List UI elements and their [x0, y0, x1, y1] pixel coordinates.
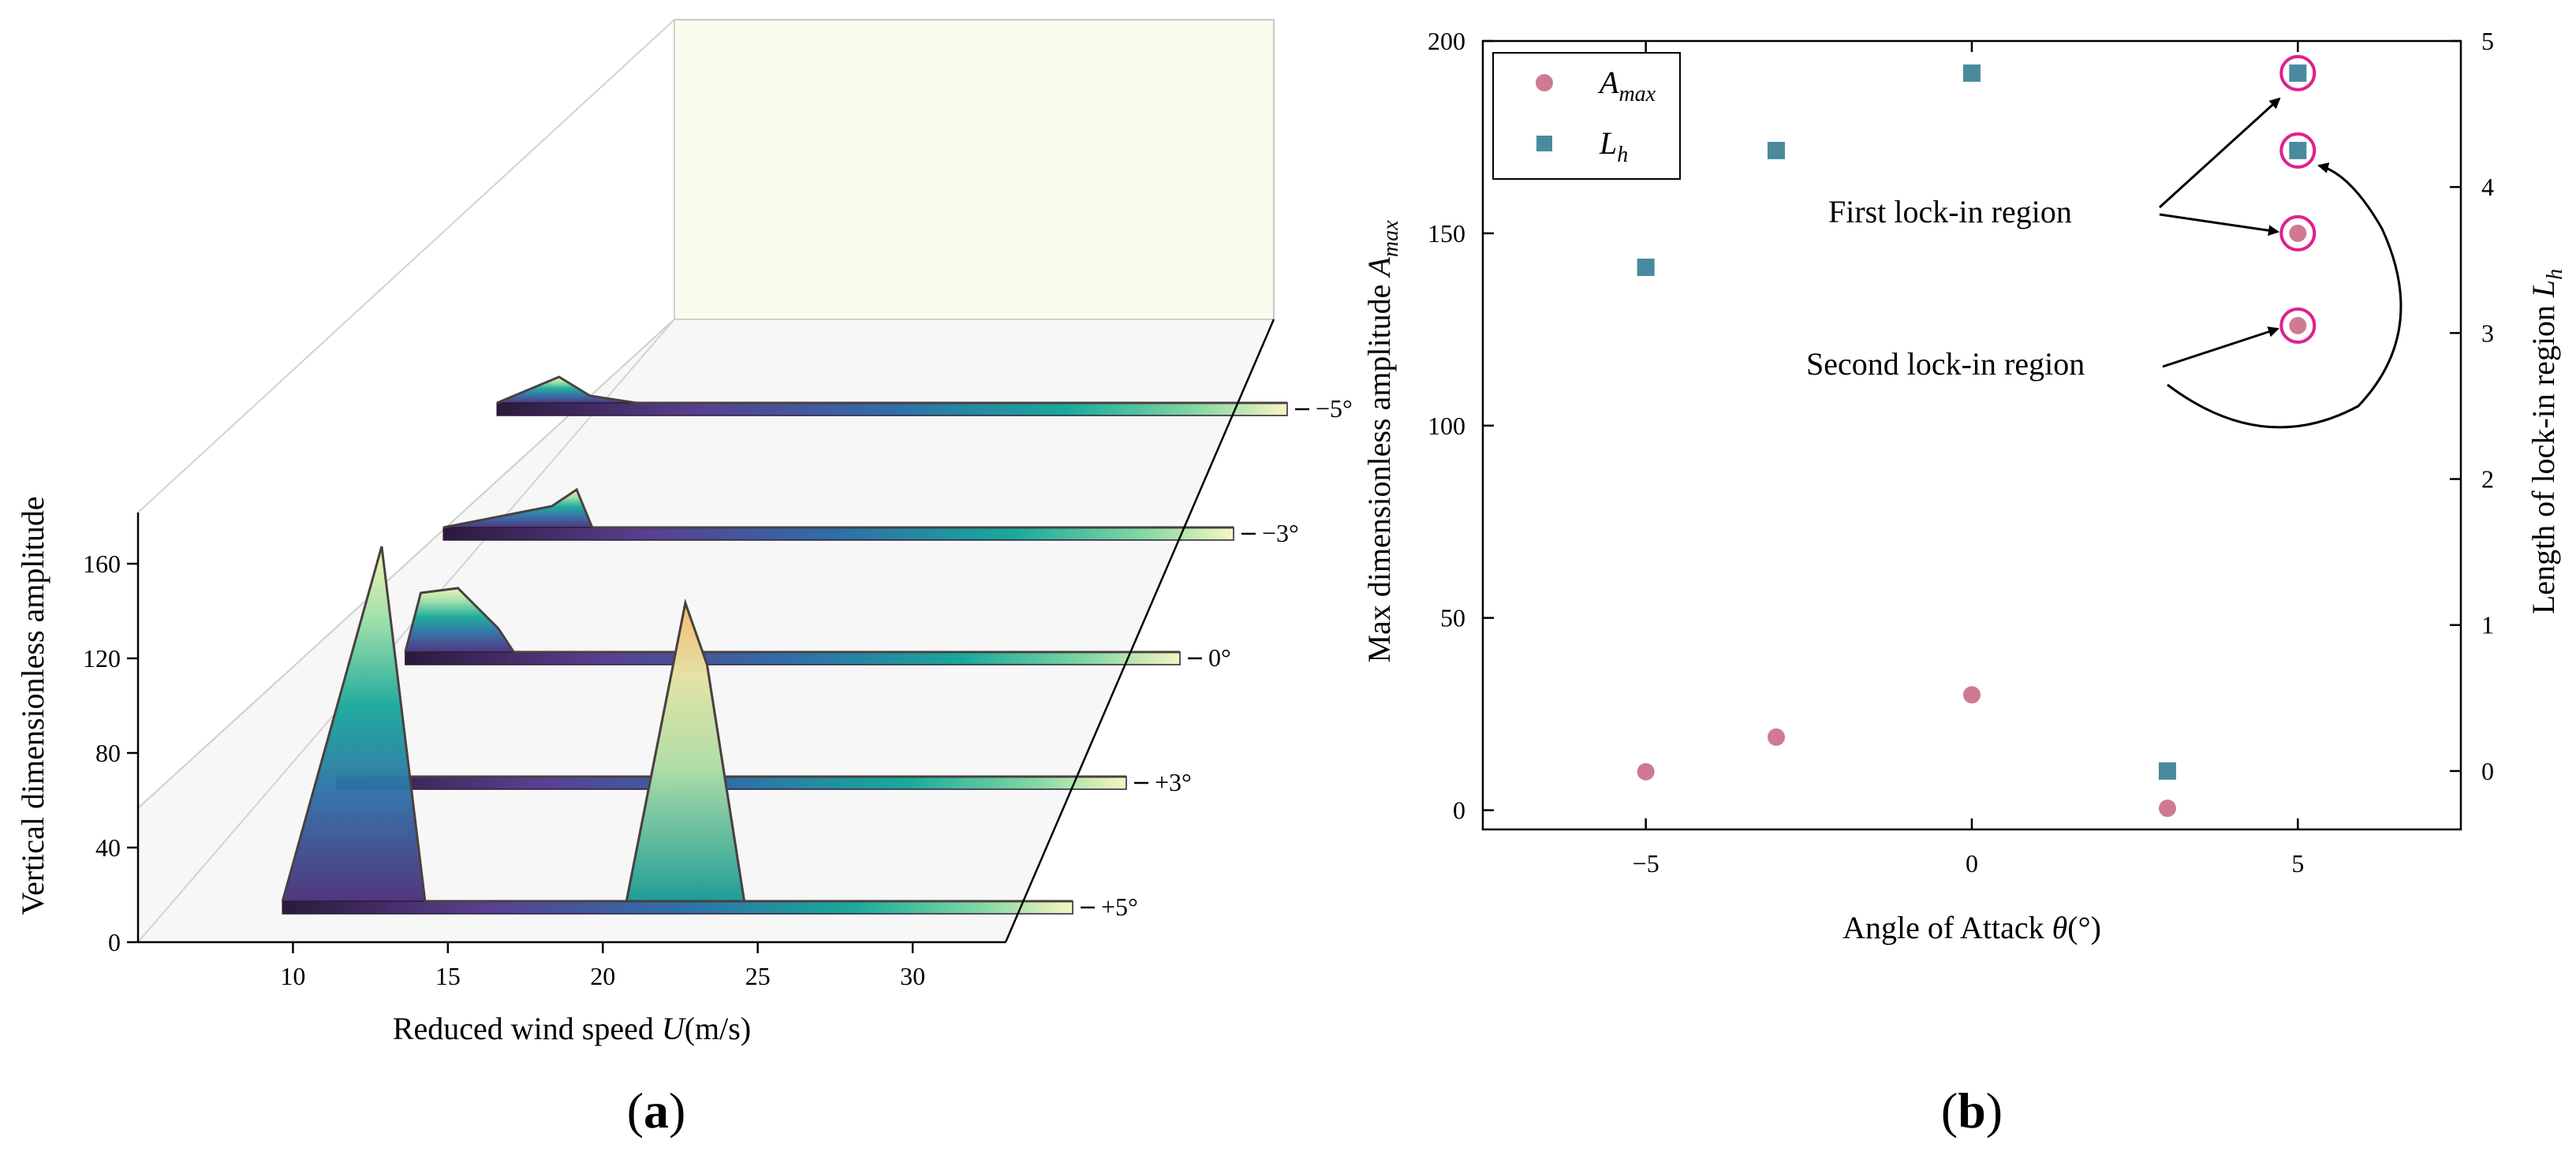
annotations: First lock-in region Second lock-in regi… [1806, 97, 2402, 429]
point-amax [2289, 224, 2307, 242]
panel-b-label: (b) [1941, 1083, 2003, 1139]
curve-5-ribbon [282, 900, 1073, 915]
curve-3-ribbon [335, 776, 1127, 790]
floor-left-edge [137, 319, 675, 943]
b-ylabel-right: Length of lock-in region Lh [2526, 269, 2567, 614]
point-lh [1637, 259, 1655, 277]
curve-5-fill [497, 377, 1287, 403]
legend: Amax Lh [1492, 52, 1681, 180]
point-lh [1963, 64, 1981, 82]
annotation-second-lock-in: Second lock-in region [1806, 346, 2085, 382]
depth-axis-line [1004, 319, 1275, 943]
legend-label-amax: Amax [1597, 65, 1656, 106]
curve-0-fill [405, 588, 1180, 652]
highlight-ring [2279, 307, 2317, 344]
b-y-right-tick-label: 1 [2481, 611, 2494, 639]
x-tick-label: 10 [280, 962, 305, 990]
highlight-ring [2279, 54, 2317, 91]
panel-a-label: (a) [627, 1083, 686, 1139]
point-amax [2289, 316, 2307, 334]
point-lh [2289, 64, 2307, 82]
curve-5-outline [496, 375, 1287, 404]
depth-ticks: −5° −3° 0° +3° +5° [1081, 394, 1353, 921]
b-xlabel: Angle of Attack θ(°) [1842, 910, 2101, 945]
arrow-second-to-lh [2167, 162, 2402, 429]
y-tick-label: 160 [83, 550, 121, 578]
y-tick-label: 0 [108, 928, 121, 956]
curve-3-ribbon [442, 527, 1234, 541]
depth-tick-label: −3° [1262, 519, 1299, 547]
y-tick-label: 120 [83, 644, 121, 673]
b-ylabel-left: Max dimensionless amplitude Amax [1361, 220, 1403, 663]
legend-box [1492, 52, 1681, 180]
x-tick-label: 20 [590, 962, 615, 990]
b-y-tick-label: 50 [1440, 604, 1465, 632]
point-amax [2159, 799, 2176, 818]
depth-tick-label: +3° [1155, 768, 1192, 796]
y-tick-label: 80 [95, 739, 121, 767]
arrow-first-to-lh [2158, 97, 2281, 209]
point-lh [2289, 141, 2307, 159]
depth-tick-label: +5° [1101, 893, 1138, 921]
point-lh [1768, 141, 1785, 159]
b-y-tick-label: 100 [1428, 412, 1465, 440]
back-wall [674, 19, 1275, 320]
b-y-right-tick-label: 0 [2481, 757, 2494, 785]
curve-5-ribbon [496, 402, 1288, 416]
arrow-second-to-amax [2162, 326, 2279, 368]
a-xlabel: Reduced wind speed U(m/s) [393, 1011, 751, 1046]
depth-tick-label: 0° [1208, 643, 1231, 672]
b-y-right-tick-label: 4 [2481, 173, 2494, 201]
b-y-right-tick-label: 5 [2481, 27, 2494, 55]
b-y-right-tick-label: 2 [2481, 465, 2494, 494]
b-points [1637, 54, 2317, 818]
highlight-ring [2279, 214, 2317, 252]
depth-tick-label: −5° [1316, 394, 1353, 423]
b-y-right-tick-label: 3 [2481, 319, 2494, 347]
curve-0-outline [404, 587, 1180, 654]
b-y-tick-label: 200 [1428, 27, 1465, 55]
waterfall-curves [281, 375, 1288, 915]
arrow-first-to-amax [2159, 213, 2279, 237]
b-y-tick-label: 0 [1453, 796, 1465, 825]
b-x-tick-label: 0 [1966, 849, 1978, 878]
b-y-tick-label: 150 [1428, 219, 1465, 248]
curve-3-outline [442, 487, 1234, 529]
x-tick-label: 30 [900, 962, 925, 990]
x-tick-label: 25 [745, 962, 771, 990]
b-x-tick-label: −5 [1633, 849, 1659, 878]
point-lh [2159, 762, 2176, 780]
legend-label-lh: Lh [1599, 125, 1628, 167]
curve-plus-5-peak-highlight [625, 598, 746, 903]
point-amax [1768, 728, 1785, 746]
legend-marker-lh [1536, 136, 1552, 151]
highlight-ring [2279, 132, 2317, 169]
annotation-first-lock-in: First lock-in region [1828, 194, 2072, 229]
panel-a: 0 40 80 120 160 10 15 20 25 30 −5° −3° 0° +3° +5° Ve… [15, 17, 1353, 1139]
a-ylabel: Vertical dimensionless amplitude [15, 497, 50, 915]
point-amax [1637, 762, 1655, 781]
x-ticks: 10 15 20 25 30 [280, 942, 925, 990]
b-x-tick-label: 5 [2291, 849, 2304, 878]
curve-3-fill [443, 490, 1234, 527]
y-tick-label: 40 [95, 833, 121, 862]
curve-0-ribbon [405, 651, 1181, 665]
y-ticks: 0 40 80 120 160 [83, 550, 138, 956]
point-amax [1963, 686, 1981, 704]
legend-marker-amax [1536, 74, 1553, 91]
x-tick-label: 15 [435, 962, 461, 990]
